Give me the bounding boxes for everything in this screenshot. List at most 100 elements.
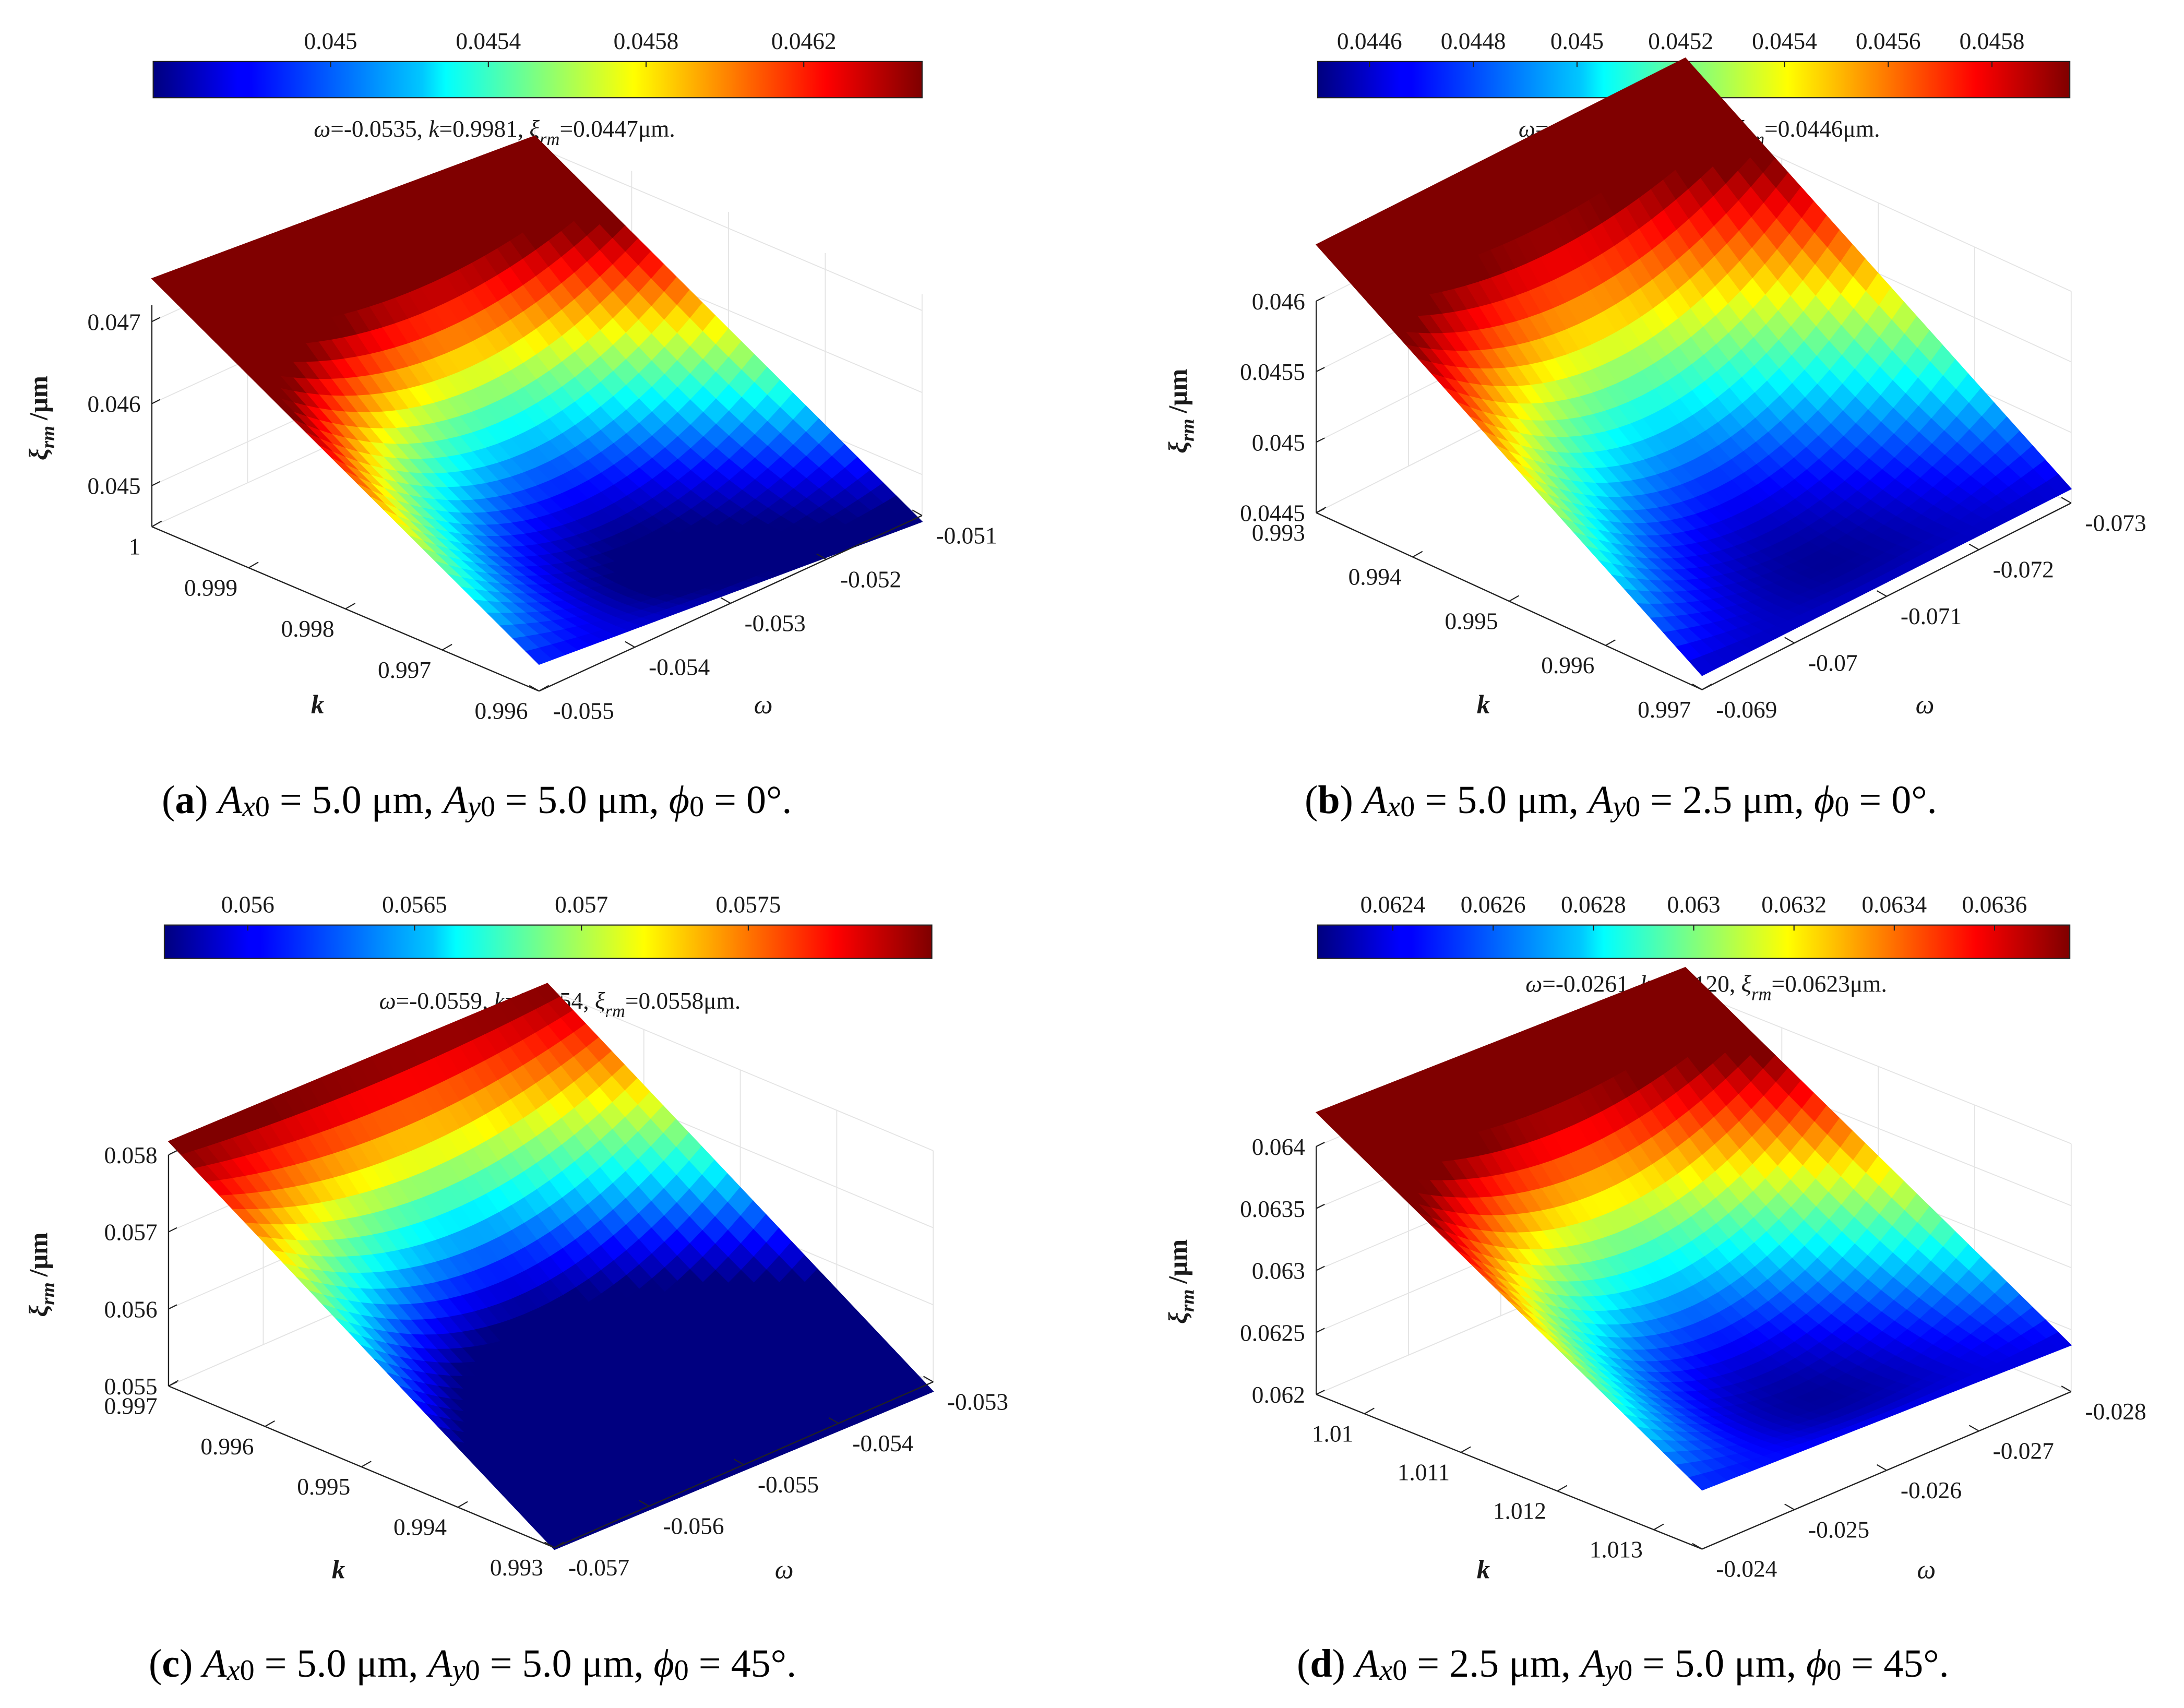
surface-plot — [1315, 57, 2072, 676]
k-tick-label: 1.011 — [1398, 1460, 1450, 1486]
z-tick — [1316, 1328, 1325, 1333]
caption-ay0: 5.0 μm — [1675, 1642, 1786, 1686]
colorbar-tick-label: 0.0458 — [614, 28, 679, 54]
k-tick-label: 0.997 — [104, 1393, 158, 1419]
k-tick-label: 1.012 — [1493, 1498, 1546, 1524]
omega-tick-label: -0.027 — [1993, 1438, 2054, 1464]
colorbar-tick-label: 0.0636 — [1962, 892, 2027, 918]
k-tick-label: 0.993 — [1252, 520, 1305, 546]
z-tick-label: 0.057 — [104, 1220, 158, 1246]
z-tick-label: 0.062 — [1252, 1382, 1305, 1408]
k-tick-label: 0.996 — [200, 1434, 254, 1460]
omega-tick-label: -0.069 — [1716, 697, 1777, 723]
colorbar-tick-label: 0.0575 — [716, 892, 781, 918]
z-tick-label: 0.0445 — [1240, 500, 1305, 527]
caption-letter: d — [1310, 1642, 1332, 1686]
k-tick-label: 0.995 — [1445, 608, 1498, 634]
omega-tick-label: -0.024 — [1716, 1556, 1777, 1582]
caption-phi0: 45° — [1883, 1642, 1939, 1686]
colorbar-tick-label: 0.063 — [1667, 892, 1720, 918]
omega-tick-label: -0.057 — [568, 1555, 629, 1581]
k-tick-label: 1.013 — [1590, 1537, 1643, 1563]
minimum-annotation: ω=-0.0535, k=0.9981, ξrm=0.0447μm. — [314, 116, 675, 149]
k-tick — [1316, 506, 1327, 513]
z-tick — [168, 1150, 177, 1155]
k-tick — [151, 520, 162, 528]
chart-panel-b: 0.0446 0.0448 0.045 0.0452 0.0454 0.0456 0.045… — [1163, 28, 2146, 723]
k-tick — [1509, 595, 1520, 602]
z-tick — [1316, 296, 1325, 302]
colorbar-tick-label: 0.0624 — [1360, 892, 1426, 918]
omega-tick-label: -0.055 — [758, 1472, 819, 1498]
colorbar-tick-label: 0.0626 — [1461, 892, 1526, 918]
colorbar-tick-label: 0.0632 — [1761, 892, 1827, 918]
surface-plot — [168, 983, 934, 1550]
k-tick-label: 0.997 — [1638, 697, 1691, 723]
omega-tick-label: -0.073 — [2085, 510, 2146, 536]
surface-plot — [151, 135, 923, 665]
omega-axis-label: ω — [1917, 1555, 1936, 1584]
omega-tick — [529, 685, 540, 692]
z-tick-label: 0.063 — [1252, 1258, 1305, 1284]
colorbar-tick-label: 0.0634 — [1861, 892, 1927, 918]
z-tick-label: 0.046 — [1252, 289, 1305, 315]
surface-cell — [525, 648, 553, 665]
z-tick-label: 0.056 — [104, 1296, 158, 1322]
colorbar-tick-label: 0.0462 — [771, 28, 837, 54]
omega-axis-label: ω — [775, 1555, 794, 1584]
k-tick-label: 0.996 — [1541, 652, 1594, 678]
colorbar-tick-label: 0.0454 — [456, 28, 521, 54]
caption-phi0: 0° — [1891, 778, 1927, 822]
omega-tick — [1692, 683, 1703, 690]
k-tick — [1605, 639, 1616, 646]
k-tick — [1364, 1407, 1375, 1415]
omega-tick-label: -0.055 — [553, 698, 614, 724]
omega-axis-label: ω — [1916, 690, 1935, 719]
z-tick-label: 0.0455 — [1240, 359, 1305, 385]
omega-tick-label: -0.025 — [1808, 1516, 1869, 1543]
colorbar — [163, 924, 933, 959]
omega-tick-label: -0.07 — [1808, 650, 1857, 676]
z-tick — [151, 317, 161, 323]
k-tick — [457, 1501, 468, 1508]
caption-ax0: 5.0 μm — [312, 778, 424, 822]
omega-tick — [1968, 1425, 1979, 1432]
z-tick — [1316, 1265, 1325, 1271]
k-tick-label: 1 — [129, 534, 141, 560]
caption-ay0: 2.5 μm — [1682, 778, 1794, 822]
k-tick-label: 0.999 — [184, 575, 237, 601]
k-tick — [345, 603, 356, 610]
omega-axis-label: ω — [754, 690, 773, 719]
caption-c: (c) Ax0 = 5.0 μm, Ay0 = 5.0 μm, ϕ0 = 45°… — [149, 1642, 797, 1687]
omega-tick — [1968, 543, 1979, 551]
colorbar-tick-label: 0.045 — [304, 28, 357, 54]
caption-ax0: 5.0 μm — [1457, 778, 1569, 822]
colorbar-tick-label: 0.0452 — [1648, 28, 1713, 54]
k-tick-label: 0.993 — [490, 1555, 543, 1581]
caption-a: (a) Ax0 = 5.0 μm, Ay0 = 5.0 μm, ϕ0 = 0°. — [162, 778, 792, 823]
omega-tick-label: -0.054 — [649, 654, 710, 680]
colorbar-tick-label: 0.057 — [555, 892, 608, 918]
z-axis-label: ξrm/μm — [1163, 1239, 1198, 1324]
surface-plot — [1315, 966, 2072, 1491]
colorbar-tick-label: 0.0565 — [382, 892, 447, 918]
k-tick — [168, 1380, 179, 1387]
z-tick-label: 0.064 — [1252, 1134, 1305, 1160]
k-axis-label: k — [332, 1555, 345, 1584]
colorbar-tick-label: 0.0454 — [1752, 28, 1817, 54]
omega-tick — [2061, 1385, 2072, 1392]
omega-tick — [828, 1417, 839, 1424]
omega-tick — [923, 1376, 934, 1382]
colorbar-tick-label: 0.0628 — [1561, 892, 1626, 918]
z-tick — [151, 481, 161, 486]
omega-tick-label: -0.053 — [745, 610, 806, 636]
k-tick — [1460, 1446, 1471, 1453]
k-tick — [1701, 683, 1712, 690]
k-tick-label: 0.996 — [474, 698, 528, 724]
z-tick — [1316, 1203, 1325, 1209]
omega-tick-label: -0.028 — [2085, 1399, 2146, 1425]
omega-tick — [2061, 497, 2072, 504]
k-tick-label: 0.998 — [281, 616, 334, 642]
omega-tick-label: -0.054 — [852, 1430, 913, 1456]
